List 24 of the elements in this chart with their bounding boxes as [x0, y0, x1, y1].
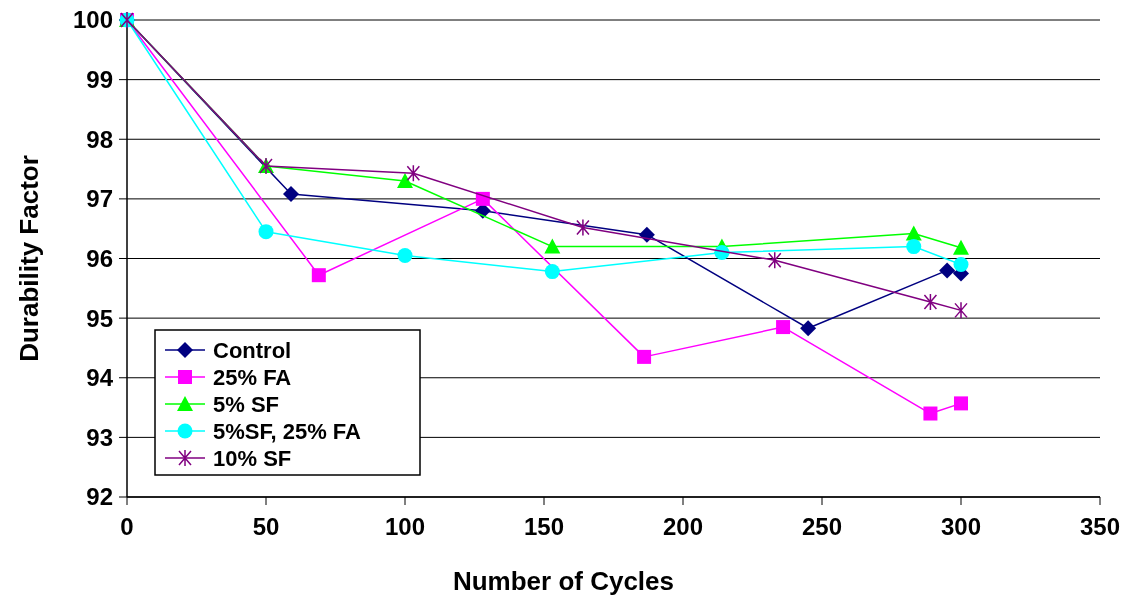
- x-axis-title: Number of Cycles: [452, 566, 675, 596]
- x-tick-label: 350: [1079, 513, 1121, 540]
- y-tick-label: 100: [72, 6, 113, 34]
- x-tick-label: 50: [252, 513, 280, 540]
- x-tick-label: 300: [940, 513, 982, 540]
- x-tick-label: 100: [384, 513, 426, 540]
- legend-label: 5% SF: [213, 391, 280, 417]
- legend-label: 5%SF, 25% FA: [213, 418, 362, 444]
- x-tick-label: 0: [120, 513, 134, 540]
- legend-label: 25% FA: [213, 364, 292, 390]
- x-tick-label: 150: [523, 513, 565, 540]
- legend-label: Control: [213, 337, 292, 363]
- y-tick-label: 99: [86, 66, 113, 94]
- y-tick-label: 98: [86, 125, 113, 153]
- y-tick-label: 95: [86, 304, 113, 332]
- y-axis-title: Durability Factor: [14, 155, 44, 362]
- x-tick-label: 250: [801, 513, 843, 540]
- x-tick-label: 200: [662, 513, 704, 540]
- y-tick-label: 94: [86, 364, 114, 392]
- y-tick-label: 93: [86, 423, 113, 451]
- y-tick-label: 96: [86, 244, 113, 272]
- legend-label: 10% SF: [213, 445, 292, 471]
- y-tick-label: 92: [86, 483, 113, 511]
- y-tick-label: 97: [86, 185, 113, 213]
